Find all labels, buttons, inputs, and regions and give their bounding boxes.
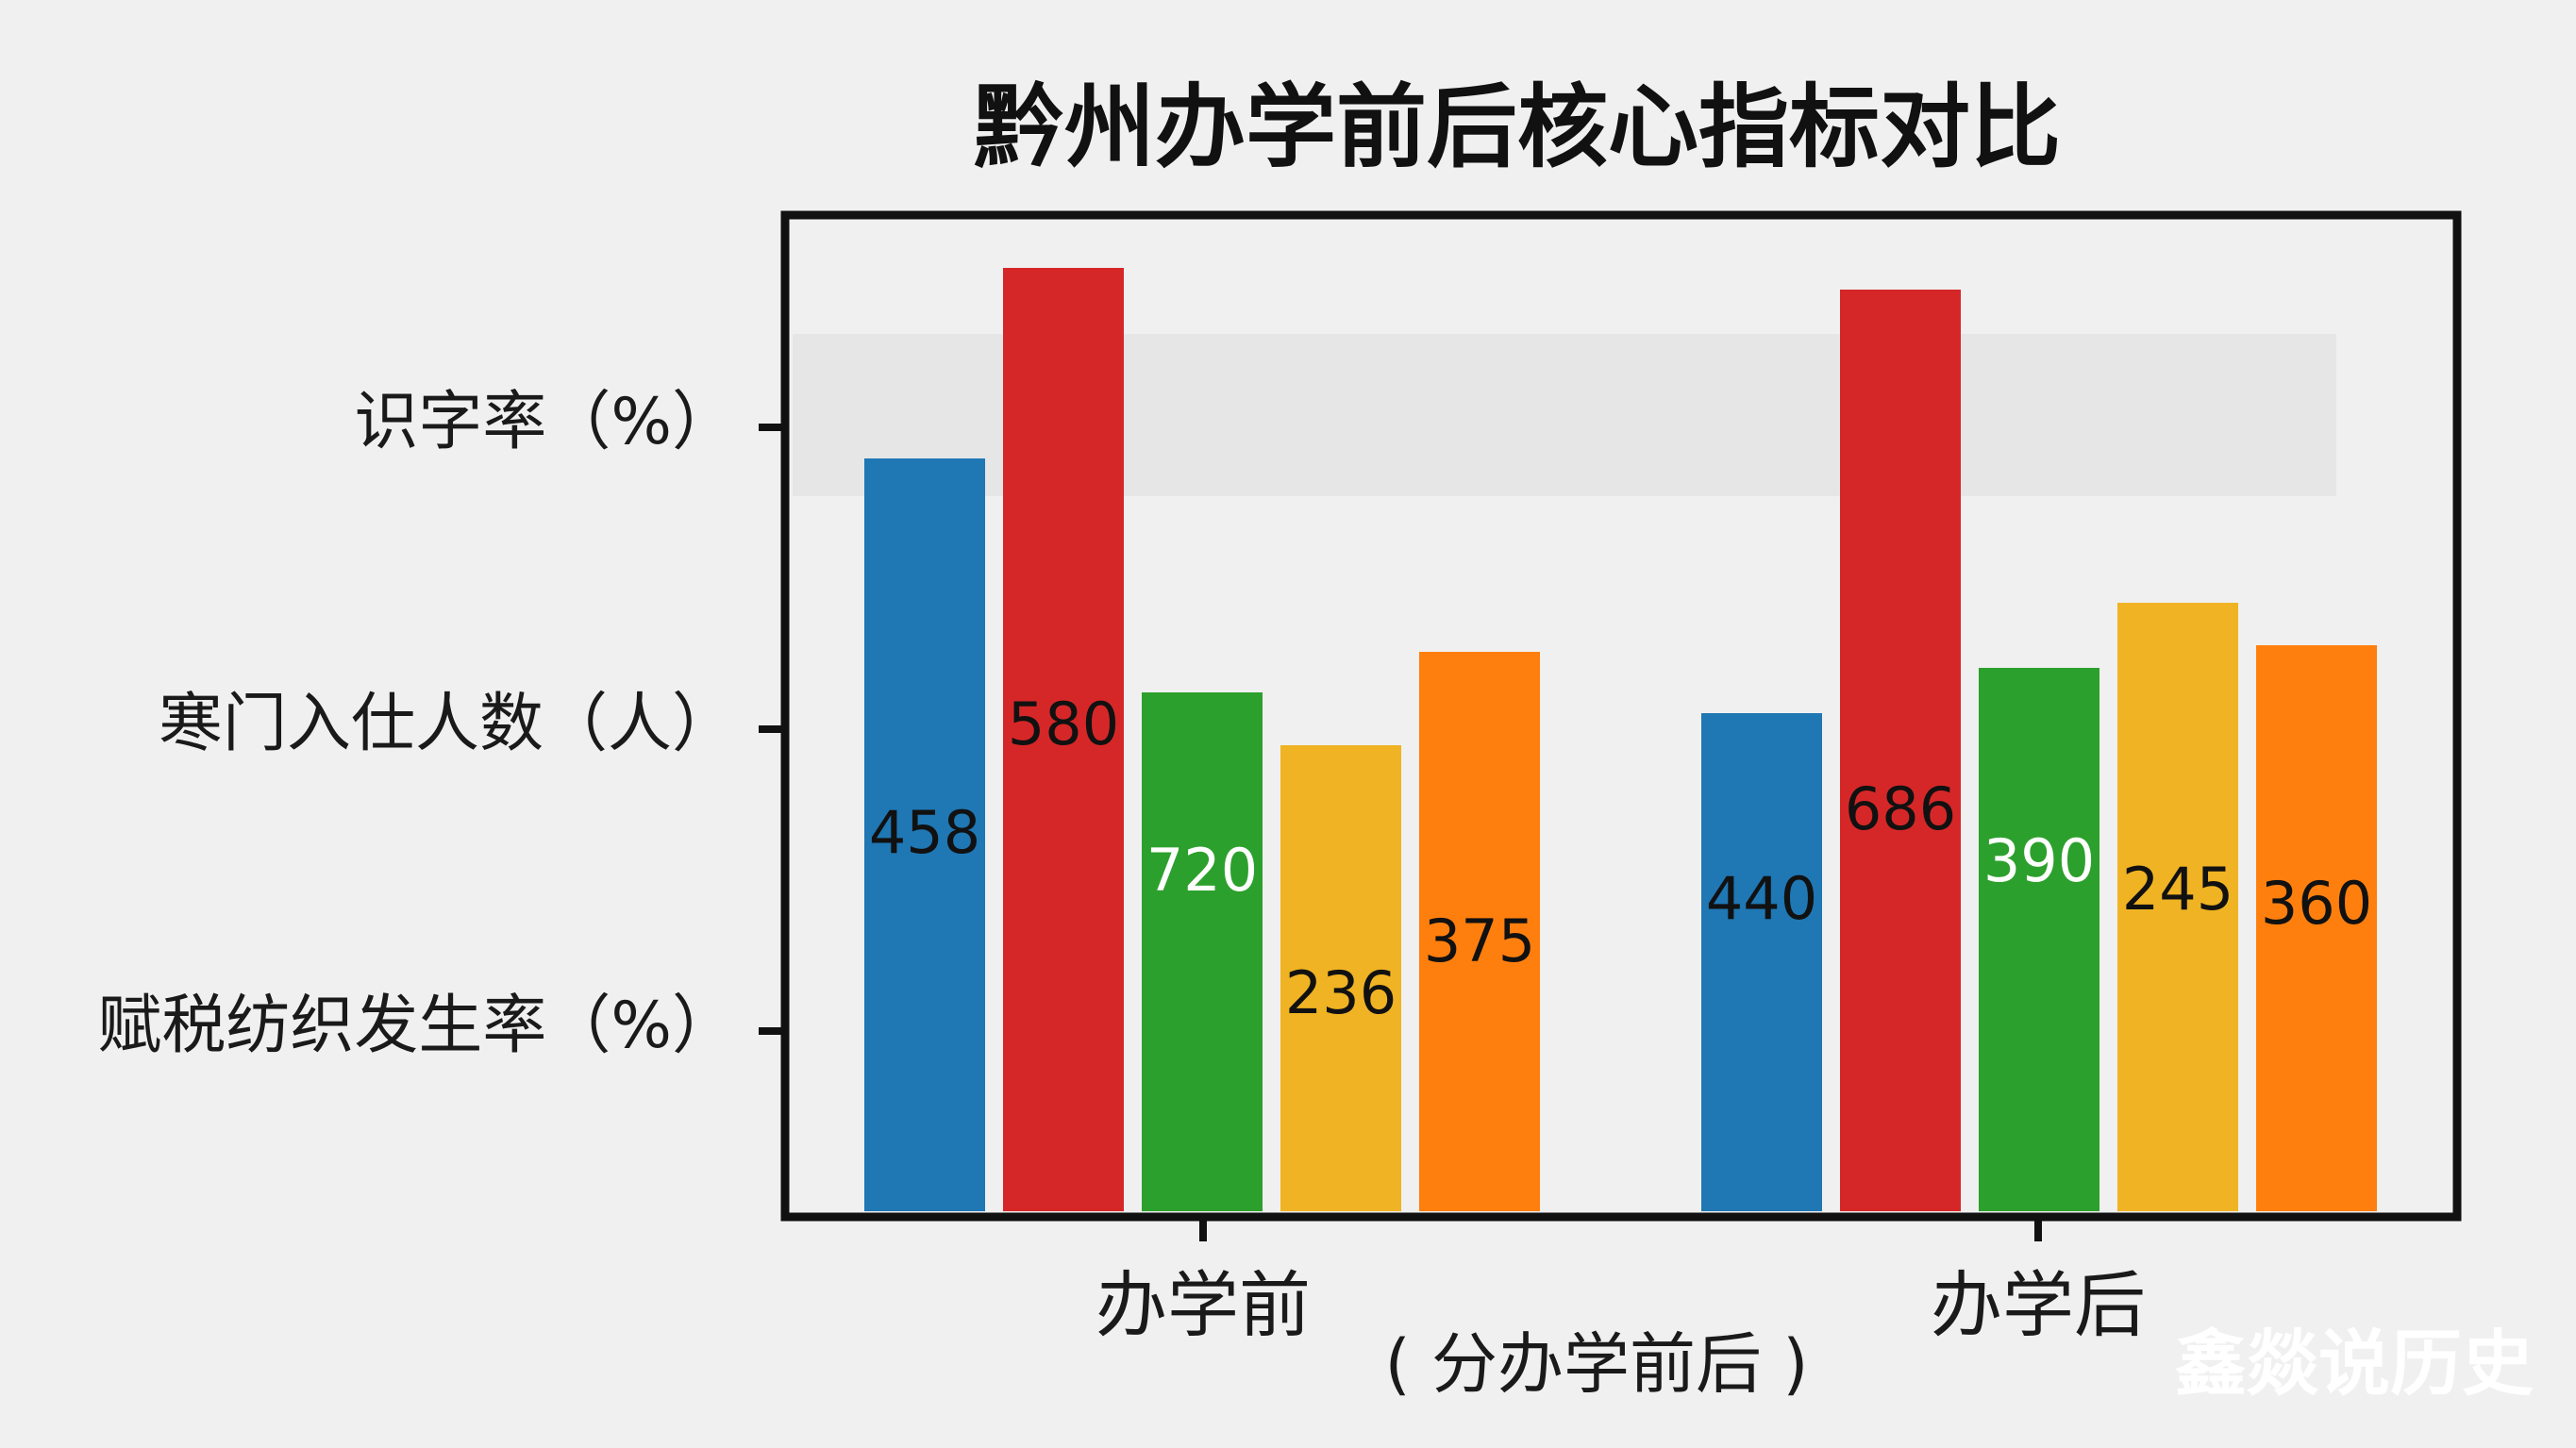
bars-group xyxy=(864,268,2377,1211)
value-labels-group: 458 580 720 236 375 440 686 390 245 360 xyxy=(869,690,2372,1027)
chart-title: 黔州办学前后核心指标对比 xyxy=(974,75,2061,180)
bar-value-label: 390 xyxy=(1983,826,2095,895)
bar xyxy=(864,458,985,1211)
bar xyxy=(1979,668,2099,1211)
bar-value-label: 236 xyxy=(1285,958,1397,1027)
y-tick-label: 识字率（%） xyxy=(354,385,736,459)
bar xyxy=(1840,290,1961,1211)
watermark: 鑫燚说历史 xyxy=(2175,1322,2534,1406)
bar xyxy=(1701,713,1822,1211)
x-tick-label: 办学后 xyxy=(1931,1263,2146,1347)
bar-value-label: 245 xyxy=(2122,855,2233,924)
bar xyxy=(2256,645,2377,1211)
bar xyxy=(1003,268,1124,1211)
bar xyxy=(2117,603,2238,1211)
plot-frame xyxy=(780,210,2462,1222)
x-axis-title: ( 分办学前后 ) xyxy=(1384,1325,1808,1403)
bar-value-label: 720 xyxy=(1146,836,1258,905)
bar-value-label: 686 xyxy=(1845,774,1956,843)
y-tick-label: 寒门入仕人数（人） xyxy=(159,687,736,761)
bar-value-label: 440 xyxy=(1706,864,1817,933)
bar-value-label: 580 xyxy=(1008,690,1119,758)
y-tick-label: 赋税纺织发生率（%） xyxy=(97,989,736,1063)
x-tick-label: 办学前 xyxy=(1096,1263,1311,1347)
bar-value-label: 458 xyxy=(869,798,980,867)
bar xyxy=(1280,745,1401,1211)
bar xyxy=(1142,692,1263,1211)
bar-value-label: 375 xyxy=(1424,907,1535,975)
bar-value-label: 360 xyxy=(2261,869,2372,938)
bar xyxy=(1419,652,1540,1211)
